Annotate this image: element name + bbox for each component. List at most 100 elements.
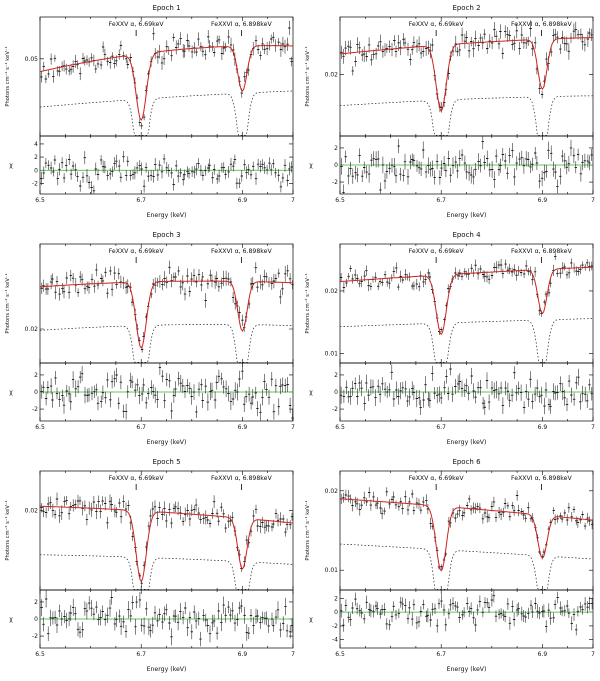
- line-annotation: FeXXV α, 6.69keV: [409, 475, 465, 482]
- continuum-dotted-line: [339, 543, 594, 590]
- x-tick-label: 7: [291, 651, 295, 658]
- panel-epoch-3: Epoch 3 6.5 6.7 6.9 7 0.02 2 0 -2 Photons cm⁻² s⁻…: [0, 227, 300, 454]
- spectrum-points: [40, 498, 294, 584]
- y-tick-label: 0.02: [325, 488, 339, 495]
- line-annotation: FeXXV α, 6.69keV: [409, 21, 465, 28]
- epoch-plot-svg: Epoch 6 6.5 6.7 6.9 7 0.02 0.01 2 0 -2 -4 Photons c…: [305, 458, 595, 673]
- spectrum-error-bars: [41, 260, 293, 353]
- chi-axis-label: χ: [9, 162, 13, 169]
- chi-axis-label: χ: [309, 389, 313, 396]
- residual-error-bars: [340, 363, 593, 415]
- x-ticks: [39, 244, 294, 421]
- y-axis-label: Photons cm⁻² s⁻¹ keV⁻¹: [305, 500, 311, 560]
- x-tick-label: 6.5: [35, 651, 45, 658]
- chi-tick-label: 2: [34, 154, 38, 161]
- y-ticks: [40, 58, 293, 184]
- epoch-plot-svg: Epoch 2 6.5 6.7 6.9 7 0.02 2 0 -2 Photons cm⁻² s⁻…: [305, 4, 595, 219]
- residual-points: [340, 595, 594, 631]
- line-annotation: FeXXV α, 6.69keV: [109, 21, 165, 28]
- x-tick-label: 6.5: [335, 424, 345, 431]
- x-tick-label: 7: [591, 651, 595, 658]
- chi-axis-label: χ: [309, 162, 313, 169]
- x-tick-label: 7: [291, 424, 295, 431]
- spectrum-points: [339, 255, 593, 332]
- residual-points: [40, 156, 293, 192]
- residual-points: [40, 597, 294, 640]
- x-tick-label: 6.9: [238, 197, 248, 204]
- x-tick-label: 6.5: [35, 197, 45, 204]
- line-annotation: FeXXVI α, 6.898keV: [511, 475, 572, 482]
- x-ticks: [339, 471, 594, 648]
- spectrum-error-bars: [340, 487, 593, 570]
- panel-epoch-5: Epoch 5 6.5 6.7 6.9 7 0.02 2 0 -2 Photons cm⁻² s⁻…: [0, 454, 300, 681]
- spectrum-error-bars: [41, 492, 293, 587]
- epoch-plot-svg: Epoch 3 6.5 6.7 6.9 7 0.02 2 0 -2 Photons cm⁻² s⁻…: [5, 231, 295, 446]
- x-tick-label: 6.7: [436, 424, 446, 431]
- chi-tick-label: 2: [334, 372, 338, 379]
- x-tick-label: 6.7: [136, 197, 146, 204]
- spectrum-axes-box: [339, 470, 594, 591]
- x-axis-label: Energy (keV): [147, 666, 187, 673]
- spectrum-points: [40, 27, 293, 127]
- epoch-plot-svg: Epoch 1 6.5 6.7 6.9 7 0.05 4 2 0 -2 Photons cm⁻² s…: [5, 4, 295, 219]
- line-annotation: FeXXVI α, 6.898keV: [211, 475, 272, 482]
- chi-tick-label: 0: [334, 162, 338, 169]
- line-annotation: FeXXV α, 6.69keV: [109, 475, 165, 482]
- x-axis-label: Energy (keV): [447, 212, 487, 219]
- x-tick-label: 6.9: [538, 424, 548, 431]
- y-axis-label: Photons cm⁻² s⁻¹ keV⁻¹: [5, 500, 11, 560]
- y-tick-label: 0.01: [325, 351, 339, 358]
- residual-points: [40, 366, 294, 419]
- residual-error-bars: [340, 590, 593, 636]
- y-tick-label: 0.02: [25, 326, 39, 333]
- y-axis-label: Photons cm⁻² s⁻¹ keV⁻¹: [305, 46, 311, 106]
- x-tick-label: 7: [591, 197, 595, 204]
- y-ticks: [40, 328, 293, 410]
- y-tick-label: 0.02: [325, 71, 339, 78]
- spectrum-points: [340, 491, 594, 568]
- x-tick-label: 6.7: [436, 651, 446, 658]
- x-tick-label: 6.7: [136, 651, 146, 658]
- spectrum-points: [340, 28, 593, 108]
- model-line: [39, 45, 293, 121]
- panel-title: Epoch 4: [452, 231, 481, 239]
- continuum-dotted-line: [39, 324, 293, 363]
- y-axis-label: Photons cm⁻² s⁻¹ keV⁻¹: [5, 273, 11, 333]
- x-tick-label: 7: [591, 424, 595, 431]
- x-tick-label: 7: [291, 197, 295, 204]
- chi-axis-label: χ: [9, 616, 13, 623]
- y-ticks: [340, 490, 593, 641]
- residual-points: [339, 368, 593, 408]
- panel-title: Epoch 5: [152, 458, 180, 466]
- y-tick-label: 0.05: [25, 56, 39, 63]
- chi-tick-label: -2: [332, 406, 338, 413]
- spectrum-error-bars: [340, 252, 593, 335]
- epoch-plot-svg: Epoch 4 6.5 6.7 6.9 7 0.02 0.01 2 0 -2 Photons cm⁻…: [305, 231, 595, 446]
- spectrum-axes-box: [339, 243, 594, 364]
- residual-axes-box: [339, 589, 594, 649]
- panel-title: Epoch 6: [452, 458, 481, 466]
- y-ticks: [40, 510, 293, 637]
- chi-tick-label: 2: [34, 599, 38, 606]
- chi-tick-label: 0: [34, 616, 38, 623]
- chi-tick-label: 2: [334, 595, 338, 602]
- x-ticks: [339, 244, 594, 421]
- panel-title: Epoch 2: [452, 4, 480, 12]
- y-tick-label: 0.02: [325, 288, 339, 295]
- panel-epoch-6: Epoch 6 6.5 6.7 6.9 7 0.02 0.01 2 0 -2 -4 Photons c…: [300, 454, 600, 681]
- residual-axes-box: [39, 135, 294, 195]
- x-axis-label: Energy (keV): [447, 439, 487, 446]
- x-tick-label: 6.9: [238, 651, 248, 658]
- continuum-dotted-line: [340, 95, 593, 136]
- x-tick-label: 6.9: [538, 651, 548, 658]
- spectrum-axes-box: [39, 243, 294, 364]
- line-annotation: FeXXVI α, 6.898keV: [211, 21, 272, 28]
- model-line: [40, 280, 294, 349]
- model-line: [339, 498, 594, 572]
- chi-axis-label: χ: [309, 616, 313, 623]
- x-axis-label: Energy (keV): [147, 212, 187, 219]
- model-line: [40, 505, 294, 583]
- model-line: [339, 37, 594, 112]
- y-tick-label: 0.02: [25, 508, 39, 515]
- line-annotation: FeXXVI α, 6.898keV: [211, 248, 272, 255]
